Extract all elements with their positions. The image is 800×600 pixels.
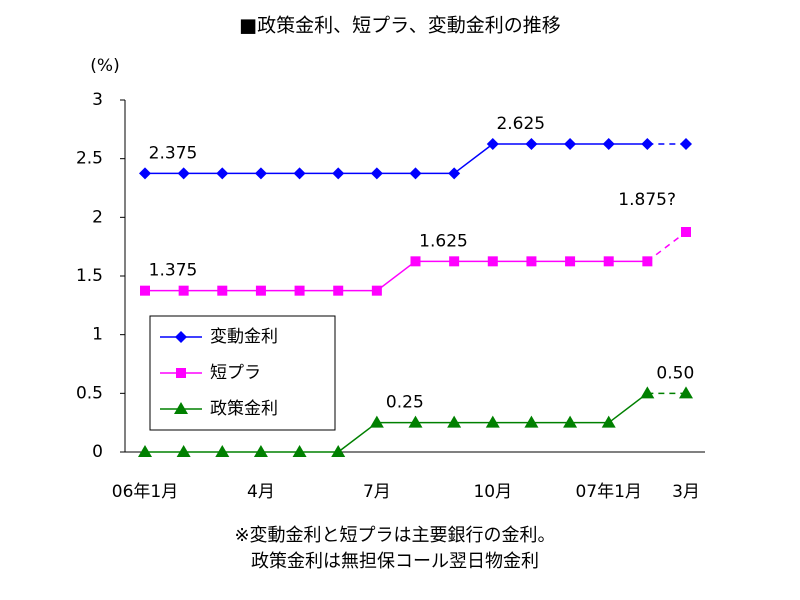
data-point bbox=[293, 167, 306, 180]
data-point bbox=[449, 256, 460, 267]
x-tick-label: 07年1月 bbox=[575, 482, 641, 502]
x-tick-label: 7月 bbox=[363, 482, 391, 502]
y-tick-label: 1.5 bbox=[76, 266, 103, 286]
data-label: 1.375 bbox=[149, 261, 198, 281]
chart-title: ■政策金利、短プラ、変動金利の推移 bbox=[239, 15, 561, 37]
data-point bbox=[140, 285, 150, 296]
data-point bbox=[447, 415, 462, 428]
y-axis-label: (%) bbox=[90, 56, 119, 76]
data-label: 2.625 bbox=[496, 114, 545, 134]
legend-marker bbox=[175, 331, 187, 343]
footnote: 政策金利は無担保コール翌日物金利 bbox=[251, 551, 539, 572]
series-line bbox=[376, 260, 416, 292]
y-tick-label: 0.5 bbox=[76, 383, 103, 403]
data-point bbox=[177, 167, 190, 180]
data-point bbox=[640, 386, 655, 399]
data-point bbox=[680, 138, 692, 150]
data-point bbox=[254, 167, 267, 180]
data-point bbox=[565, 256, 576, 267]
data-point bbox=[524, 415, 539, 428]
data-point bbox=[292, 445, 307, 457]
data-point bbox=[371, 285, 382, 296]
x-tick-label: 06年1月 bbox=[112, 482, 178, 502]
data-label: 1.875? bbox=[618, 190, 676, 210]
data-label: 0.50 bbox=[656, 363, 694, 383]
data-point bbox=[370, 167, 383, 180]
data-point bbox=[217, 285, 228, 296]
data-point bbox=[485, 415, 500, 428]
legend-label: 短プラ bbox=[210, 363, 261, 383]
data-point bbox=[253, 445, 268, 457]
data-point bbox=[448, 167, 461, 180]
legend-label: 変動金利 bbox=[210, 327, 278, 347]
data-point bbox=[410, 256, 421, 267]
data-point bbox=[564, 138, 577, 150]
data-point bbox=[602, 138, 615, 150]
data-point bbox=[139, 167, 151, 180]
legend-marker bbox=[174, 402, 188, 414]
data-label: 2.375 bbox=[149, 143, 198, 163]
y-tick-label: 3 bbox=[92, 90, 103, 110]
footnote: ※変動金利と短プラは主要銀行の金利。 bbox=[234, 525, 555, 546]
data-point bbox=[255, 285, 266, 296]
data-point bbox=[486, 138, 499, 150]
x-tick-label: 10月 bbox=[473, 482, 512, 502]
data-point bbox=[369, 415, 384, 428]
x-tick-label: 3月 bbox=[672, 482, 700, 502]
data-point bbox=[681, 227, 691, 237]
data-point bbox=[138, 445, 152, 457]
data-point bbox=[178, 285, 189, 296]
data-point bbox=[294, 285, 305, 296]
data-point bbox=[333, 285, 344, 296]
data-point bbox=[216, 167, 229, 180]
series-line bbox=[646, 231, 687, 262]
data-point bbox=[409, 167, 422, 180]
legend-marker bbox=[176, 368, 186, 378]
data-label: 1.625 bbox=[419, 231, 468, 251]
data-point bbox=[603, 256, 614, 267]
data-point bbox=[487, 256, 498, 267]
data-point bbox=[679, 386, 693, 399]
legend-label: 政策金利 bbox=[210, 399, 278, 419]
data-label: 0.25 bbox=[386, 393, 424, 413]
data-point bbox=[332, 167, 345, 180]
data-point bbox=[563, 415, 578, 428]
x-tick-label: 4月 bbox=[247, 482, 275, 502]
data-point bbox=[525, 138, 538, 150]
data-point bbox=[641, 138, 654, 150]
data-point bbox=[642, 256, 653, 267]
data-point bbox=[408, 415, 423, 428]
data-point bbox=[215, 445, 230, 457]
series-line bbox=[453, 143, 494, 174]
y-tick-label: 0 bbox=[92, 442, 103, 462]
y-tick-label: 2.5 bbox=[76, 149, 103, 169]
data-point bbox=[526, 256, 537, 267]
y-tick-label: 2 bbox=[92, 207, 103, 227]
data-point bbox=[176, 445, 191, 457]
y-tick-label: 1 bbox=[92, 325, 103, 345]
data-point bbox=[331, 445, 346, 457]
data-point bbox=[601, 415, 616, 428]
